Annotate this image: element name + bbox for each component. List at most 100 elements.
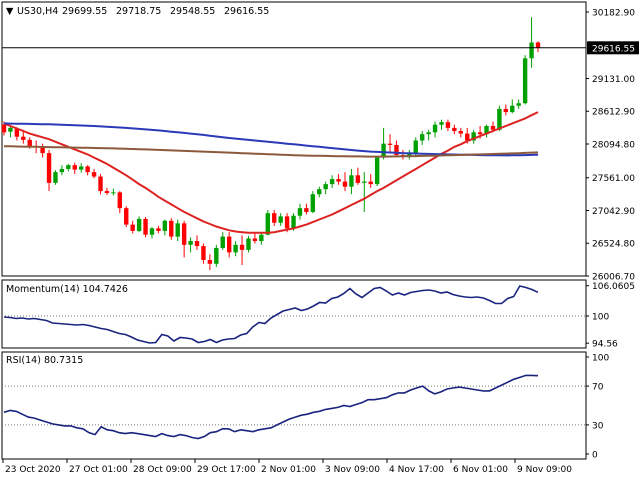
candle-body xyxy=(169,220,174,237)
candle xyxy=(207,254,213,271)
candle xyxy=(162,219,168,236)
candle xyxy=(374,156,380,187)
candle xyxy=(246,235,251,253)
momentum-y-axis: 106.0605 100 94.56 xyxy=(586,282,635,350)
candle xyxy=(252,232,258,244)
moving-averages-group xyxy=(3,111,539,234)
candle-body xyxy=(272,213,277,223)
candle-body xyxy=(117,192,123,209)
candle xyxy=(156,225,161,234)
candle xyxy=(426,129,431,141)
candle-body xyxy=(72,165,77,170)
candle xyxy=(259,232,264,245)
candle-body xyxy=(490,125,496,130)
rsi-y-tick-label: 0 xyxy=(592,451,598,461)
candle-body xyxy=(175,223,180,237)
candle xyxy=(98,174,103,195)
candle xyxy=(117,191,123,214)
candle-body xyxy=(445,122,451,128)
candle-body xyxy=(111,192,116,194)
candle xyxy=(510,99,515,114)
candle xyxy=(136,216,142,233)
candle xyxy=(342,172,348,192)
candle-body xyxy=(21,136,26,140)
candle xyxy=(484,124,489,138)
x-tick-label: 4 Nov 17:00 xyxy=(389,465,444,475)
candle-body xyxy=(317,189,322,195)
momentum-panel-frame xyxy=(1,279,587,349)
low-value: 29548.55 xyxy=(170,6,215,17)
candle xyxy=(439,119,444,130)
candle xyxy=(72,162,77,175)
candle xyxy=(91,168,97,179)
candle-body xyxy=(239,244,245,250)
candle xyxy=(323,181,328,195)
candle xyxy=(220,232,225,250)
candle xyxy=(188,237,193,253)
candle-body xyxy=(1,124,7,133)
current-price-tag-box xyxy=(587,41,639,55)
momentum-title: Momentum(14) 104.7426 xyxy=(6,284,128,295)
x-tick-label: 6 Nov 01:00 xyxy=(453,465,508,475)
x-tick-label: 2 Nov 01:00 xyxy=(261,465,316,475)
candle-body xyxy=(503,108,509,113)
momentum-line xyxy=(3,285,539,344)
candle xyxy=(419,131,425,145)
close-value: 29616.55 xyxy=(224,6,269,17)
candle-body xyxy=(194,241,200,247)
candle-body xyxy=(452,127,457,132)
collapse-arrow-icon[interactable]: ▼ xyxy=(6,6,14,17)
candle xyxy=(310,191,316,214)
candle-body xyxy=(91,172,97,177)
candle-body xyxy=(362,181,367,183)
candle xyxy=(522,55,528,105)
candle-body xyxy=(252,238,258,242)
candles-group xyxy=(1,17,541,271)
candle-body xyxy=(136,218,142,231)
candle-body xyxy=(407,153,412,157)
price-y-tick-label: 29131.00 xyxy=(592,75,635,85)
candle xyxy=(304,203,309,215)
candle-body xyxy=(336,179,341,182)
price-y-tick-label: 26006.70 xyxy=(592,273,635,283)
candle-body xyxy=(27,139,32,147)
candle xyxy=(201,243,206,264)
candle-body xyxy=(226,236,232,253)
price-y-tick-label: 26524.80 xyxy=(592,240,635,250)
candle xyxy=(233,241,238,257)
candle-body xyxy=(471,132,476,141)
rsi-y-tick-label: 100 xyxy=(592,354,609,364)
candle-body xyxy=(233,244,238,253)
candle-body xyxy=(246,238,251,250)
candle-body xyxy=(426,132,431,135)
candle xyxy=(214,244,219,267)
candle-body xyxy=(465,133,470,141)
candle xyxy=(387,134,393,154)
x-tick-label: 27 Oct 01:00 xyxy=(69,465,128,475)
candle xyxy=(149,227,155,239)
candle xyxy=(104,187,110,195)
candle xyxy=(503,104,509,116)
candle-body xyxy=(484,125,489,135)
candle-body xyxy=(529,42,534,59)
candle-body xyxy=(310,194,316,212)
candle-body xyxy=(104,191,110,193)
time-x-axis: 23 Oct 2020 27 Oct 01:00 28 Oct 09:00 29 Oc… xyxy=(2,459,572,475)
price-y-tick-label: 30182.90 xyxy=(592,9,635,19)
candle-body xyxy=(291,215,296,229)
moving-average-line-0 xyxy=(3,111,539,234)
candle-body xyxy=(394,144,399,156)
rsi-y-tick-label: 30 xyxy=(592,421,604,431)
candle-body xyxy=(85,166,90,173)
momentum-y-tick-label: 100 xyxy=(592,313,609,323)
candle xyxy=(471,129,476,144)
momentum-lines-group xyxy=(2,285,586,344)
x-tick-label: 9 Nov 09:00 xyxy=(517,465,572,475)
candle-body xyxy=(220,236,225,248)
candle-body xyxy=(98,176,103,192)
candle-body xyxy=(214,247,219,264)
candle xyxy=(278,213,283,226)
candle-body xyxy=(143,218,148,235)
candle-body xyxy=(368,181,373,185)
